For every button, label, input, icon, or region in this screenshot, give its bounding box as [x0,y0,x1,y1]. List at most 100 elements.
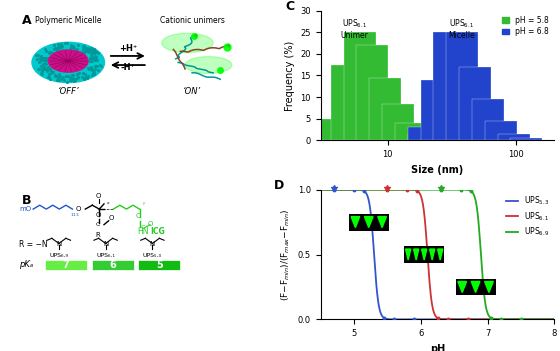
Bar [472,99,504,140]
Bar [485,121,517,140]
Text: N: N [103,241,108,247]
Polygon shape [351,217,360,227]
Text: pKₐ: pKₐ [19,260,33,270]
UPS$_{6.1}$ [422,228,429,232]
Text: 6: 6 [109,260,116,270]
Bar [370,78,402,140]
Bar [395,123,427,140]
UPS$_{6.1}$ [456,317,463,322]
UPS$_{6.9}$ [354,187,361,192]
Text: +H⁺: +H⁺ [119,45,137,53]
Polygon shape [484,282,493,292]
Text: O: O [109,215,114,221]
Text: UPS$_{6.1}$
Micelle: UPS$_{6.1}$ Micelle [449,17,475,40]
Text: R: R [96,232,100,238]
Text: -H⁺: -H⁺ [120,62,136,72]
UPS$_{6.1}$ [354,187,361,192]
UPS$_{6.9}$ [311,187,318,192]
Bar [356,45,388,140]
Bar [446,32,478,140]
Bar [319,119,351,140]
Bar [510,138,543,140]
Text: C: C [141,225,145,230]
Polygon shape [413,249,419,260]
Line: UPS$_{6.1}$: UPS$_{6.1}$ [314,190,560,319]
Y-axis label: (F−F$_{min}$)/(F$_{max}$−F$_{min}$): (F−F$_{min}$)/(F$_{max}$−F$_{min}$) [280,208,292,301]
Bar [331,65,363,140]
UPS$_{6.1}$ [374,187,381,192]
Ellipse shape [162,33,213,53]
Polygon shape [437,249,443,260]
Polygon shape [430,249,435,260]
Bar [408,134,440,140]
Text: C: C [96,222,100,227]
Legend: pH = 5.8, pH = 6.8: pH = 5.8, pH = 6.8 [501,14,550,38]
UPS$_{6.9}$ [456,187,463,192]
Text: Polymeric Micelle: Polymeric Micelle [35,16,101,25]
Text: ‘ON’: ‘ON’ [183,87,201,96]
Text: N: N [150,241,155,247]
UPS$_{6.1}$ [311,187,318,192]
Bar [497,134,530,140]
Text: N: N [56,241,62,247]
Text: C: C [286,0,295,13]
Y-axis label: Frequency (%): Frequency (%) [284,40,295,111]
Circle shape [48,50,88,72]
Bar [459,67,491,140]
Circle shape [32,42,105,82]
Text: UPS₆.₁: UPS₆.₁ [96,253,115,258]
Polygon shape [405,249,410,260]
Bar [421,80,452,140]
Text: R = −N: R = −N [19,240,48,249]
Text: mO: mO [19,206,31,212]
Polygon shape [378,217,386,227]
X-axis label: pH: pH [430,344,445,351]
Polygon shape [365,217,373,227]
UPS$_{6.9}$ [497,317,503,322]
UPS$_{5.3}$ [374,294,381,299]
Bar [45,260,87,270]
Text: 5: 5 [156,260,163,270]
Text: UPS₅.₃: UPS₅.₃ [143,253,162,258]
Ellipse shape [185,57,232,73]
UPS$_{6.1}$ [558,317,560,322]
Bar [138,260,180,270]
Text: ICG: ICG [150,227,165,236]
Text: UPS$_{6.1}$
Unimer: UPS$_{6.1}$ Unimer [340,17,368,40]
UPS$_{5.3}$ [475,317,482,322]
FancyBboxPatch shape [456,279,496,296]
Text: O: O [96,212,101,218]
Text: B: B [21,193,31,206]
Text: UPS₆.₉: UPS₆.₉ [49,253,68,258]
Polygon shape [458,282,466,292]
FancyBboxPatch shape [404,246,444,263]
Text: +: + [225,43,231,49]
UPS$_{6.9}$ [558,317,560,322]
Text: +: + [193,33,199,39]
Line: UPS$_{6.9}$: UPS$_{6.9}$ [314,190,560,319]
Bar [344,32,376,140]
UPS$_{6.1}$ [497,317,503,322]
Text: O: O [136,213,141,219]
Text: A: A [21,14,31,27]
Text: D: D [274,179,284,192]
Text: O: O [95,193,101,199]
FancyBboxPatch shape [349,214,389,231]
Text: $_{x}$: $_{x}$ [106,201,111,207]
UPS$_{5.3}$ [497,317,503,322]
Bar [92,260,134,270]
Text: Cationic unimers: Cationic unimers [160,16,225,25]
Text: O: O [76,206,81,212]
UPS$_{5.3}$ [558,317,560,322]
Text: ‘OFF’: ‘OFF’ [58,87,79,96]
UPS$_{5.3}$ [311,187,318,192]
UPS$_{6.9}$ [422,187,429,192]
UPS$_{6.9}$ [374,187,381,192]
Bar [433,32,465,140]
X-axis label: Size (nm): Size (nm) [412,165,464,174]
UPS$_{5.3}$ [456,317,463,322]
Bar [408,127,440,140]
UPS$_{6.1}$ [475,317,482,322]
Text: HN: HN [137,227,148,236]
Polygon shape [422,249,427,260]
